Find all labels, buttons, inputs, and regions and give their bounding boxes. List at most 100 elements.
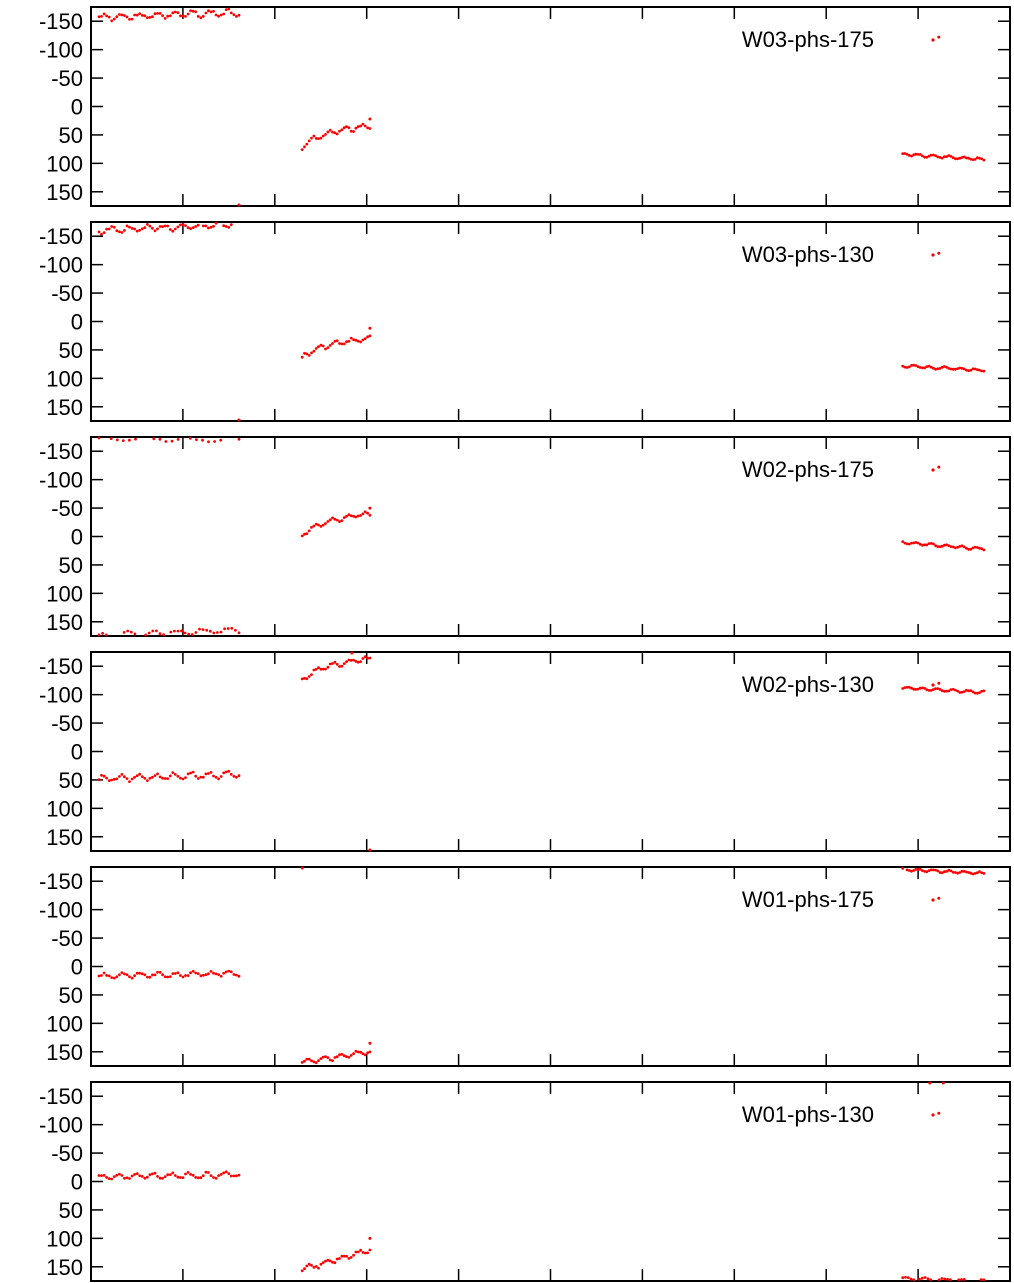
y-tick-label: -100 (39, 253, 83, 278)
data-point (209, 771, 213, 774)
data-point (929, 868, 933, 872)
data-point (969, 689, 973, 692)
data-point (146, 779, 149, 782)
data-point (125, 1176, 129, 1180)
data-point (916, 687, 920, 691)
data-point (940, 1277, 944, 1280)
data-point (195, 438, 198, 441)
data-point (138, 12, 142, 16)
data-point (980, 689, 984, 693)
data-point (347, 1257, 351, 1260)
data-point (905, 685, 909, 689)
data-point (324, 522, 327, 525)
data-point (135, 1172, 139, 1176)
data-point (204, 1170, 208, 1174)
data-point (214, 1176, 218, 1180)
data-point (929, 542, 933, 545)
data-point (107, 974, 111, 978)
data-point (100, 1174, 103, 1177)
data-point (190, 633, 194, 636)
data-point (982, 548, 986, 552)
data-point (331, 1260, 334, 1264)
data-point (219, 1173, 223, 1176)
data-point (227, 969, 231, 973)
data-point (237, 203, 241, 207)
data-point (927, 689, 931, 692)
data-point (903, 541, 907, 545)
data-point (176, 438, 180, 441)
data-point (326, 346, 330, 349)
data-point (140, 227, 144, 231)
data-point (161, 225, 165, 229)
data-point (191, 1173, 195, 1177)
data-point (194, 631, 198, 634)
data-point (223, 627, 227, 631)
data-point (352, 514, 355, 518)
data-point (359, 1050, 362, 1054)
data-point (199, 1176, 203, 1180)
data-point (349, 336, 353, 340)
data-point (183, 631, 187, 635)
data-point (349, 659, 353, 662)
data-point (945, 365, 948, 369)
data-point (237, 418, 241, 422)
data-point (115, 438, 119, 442)
data-point (958, 366, 962, 370)
data-point (100, 974, 103, 977)
data-points (97, 436, 986, 637)
data-point (307, 675, 311, 678)
data-point (303, 532, 306, 536)
data-point (918, 366, 922, 369)
data-point (954, 546, 957, 550)
data-point (352, 658, 355, 662)
data-point (229, 223, 233, 227)
data-point (312, 668, 316, 672)
data-point (97, 230, 101, 234)
data-point (102, 971, 106, 975)
data-point (158, 1176, 162, 1180)
data-point (914, 688, 918, 691)
data-point (976, 871, 979, 875)
data-point (971, 690, 975, 694)
data-point (173, 773, 177, 776)
data-point (962, 545, 966, 549)
data-point (921, 366, 924, 370)
data-point (229, 772, 233, 776)
data-point (314, 522, 318, 526)
data-point (945, 689, 948, 693)
data-point (97, 15, 101, 19)
data-point (237, 774, 241, 778)
y-tick-label: 0 (71, 1170, 83, 1195)
data-point (198, 627, 201, 631)
data-point (112, 777, 116, 781)
data-point (901, 364, 905, 368)
data-point (173, 629, 176, 633)
data-point (128, 225, 131, 229)
data-point (128, 17, 131, 21)
data-point (166, 975, 170, 979)
data-point (361, 338, 365, 342)
data-point (300, 355, 304, 359)
data-point (906, 1276, 910, 1279)
data-point (347, 126, 351, 130)
data-point (361, 657, 365, 660)
data-point (349, 1054, 353, 1057)
data-point (943, 689, 946, 693)
data-point (128, 780, 131, 783)
data-point (954, 688, 957, 692)
data-point (368, 334, 372, 338)
data-point (151, 973, 154, 977)
data-point (128, 975, 131, 979)
y-tick-label: 150 (46, 180, 83, 205)
data-point (173, 972, 177, 975)
data-point (943, 365, 946, 368)
data-point (359, 514, 362, 517)
data-point (925, 155, 929, 159)
y-tick-label: -150 (39, 1084, 83, 1109)
data-point (156, 970, 159, 974)
data-point (965, 688, 968, 692)
data-point (158, 437, 162, 441)
data-point (969, 871, 973, 875)
data-point (368, 1236, 372, 1240)
data-point (951, 545, 955, 549)
